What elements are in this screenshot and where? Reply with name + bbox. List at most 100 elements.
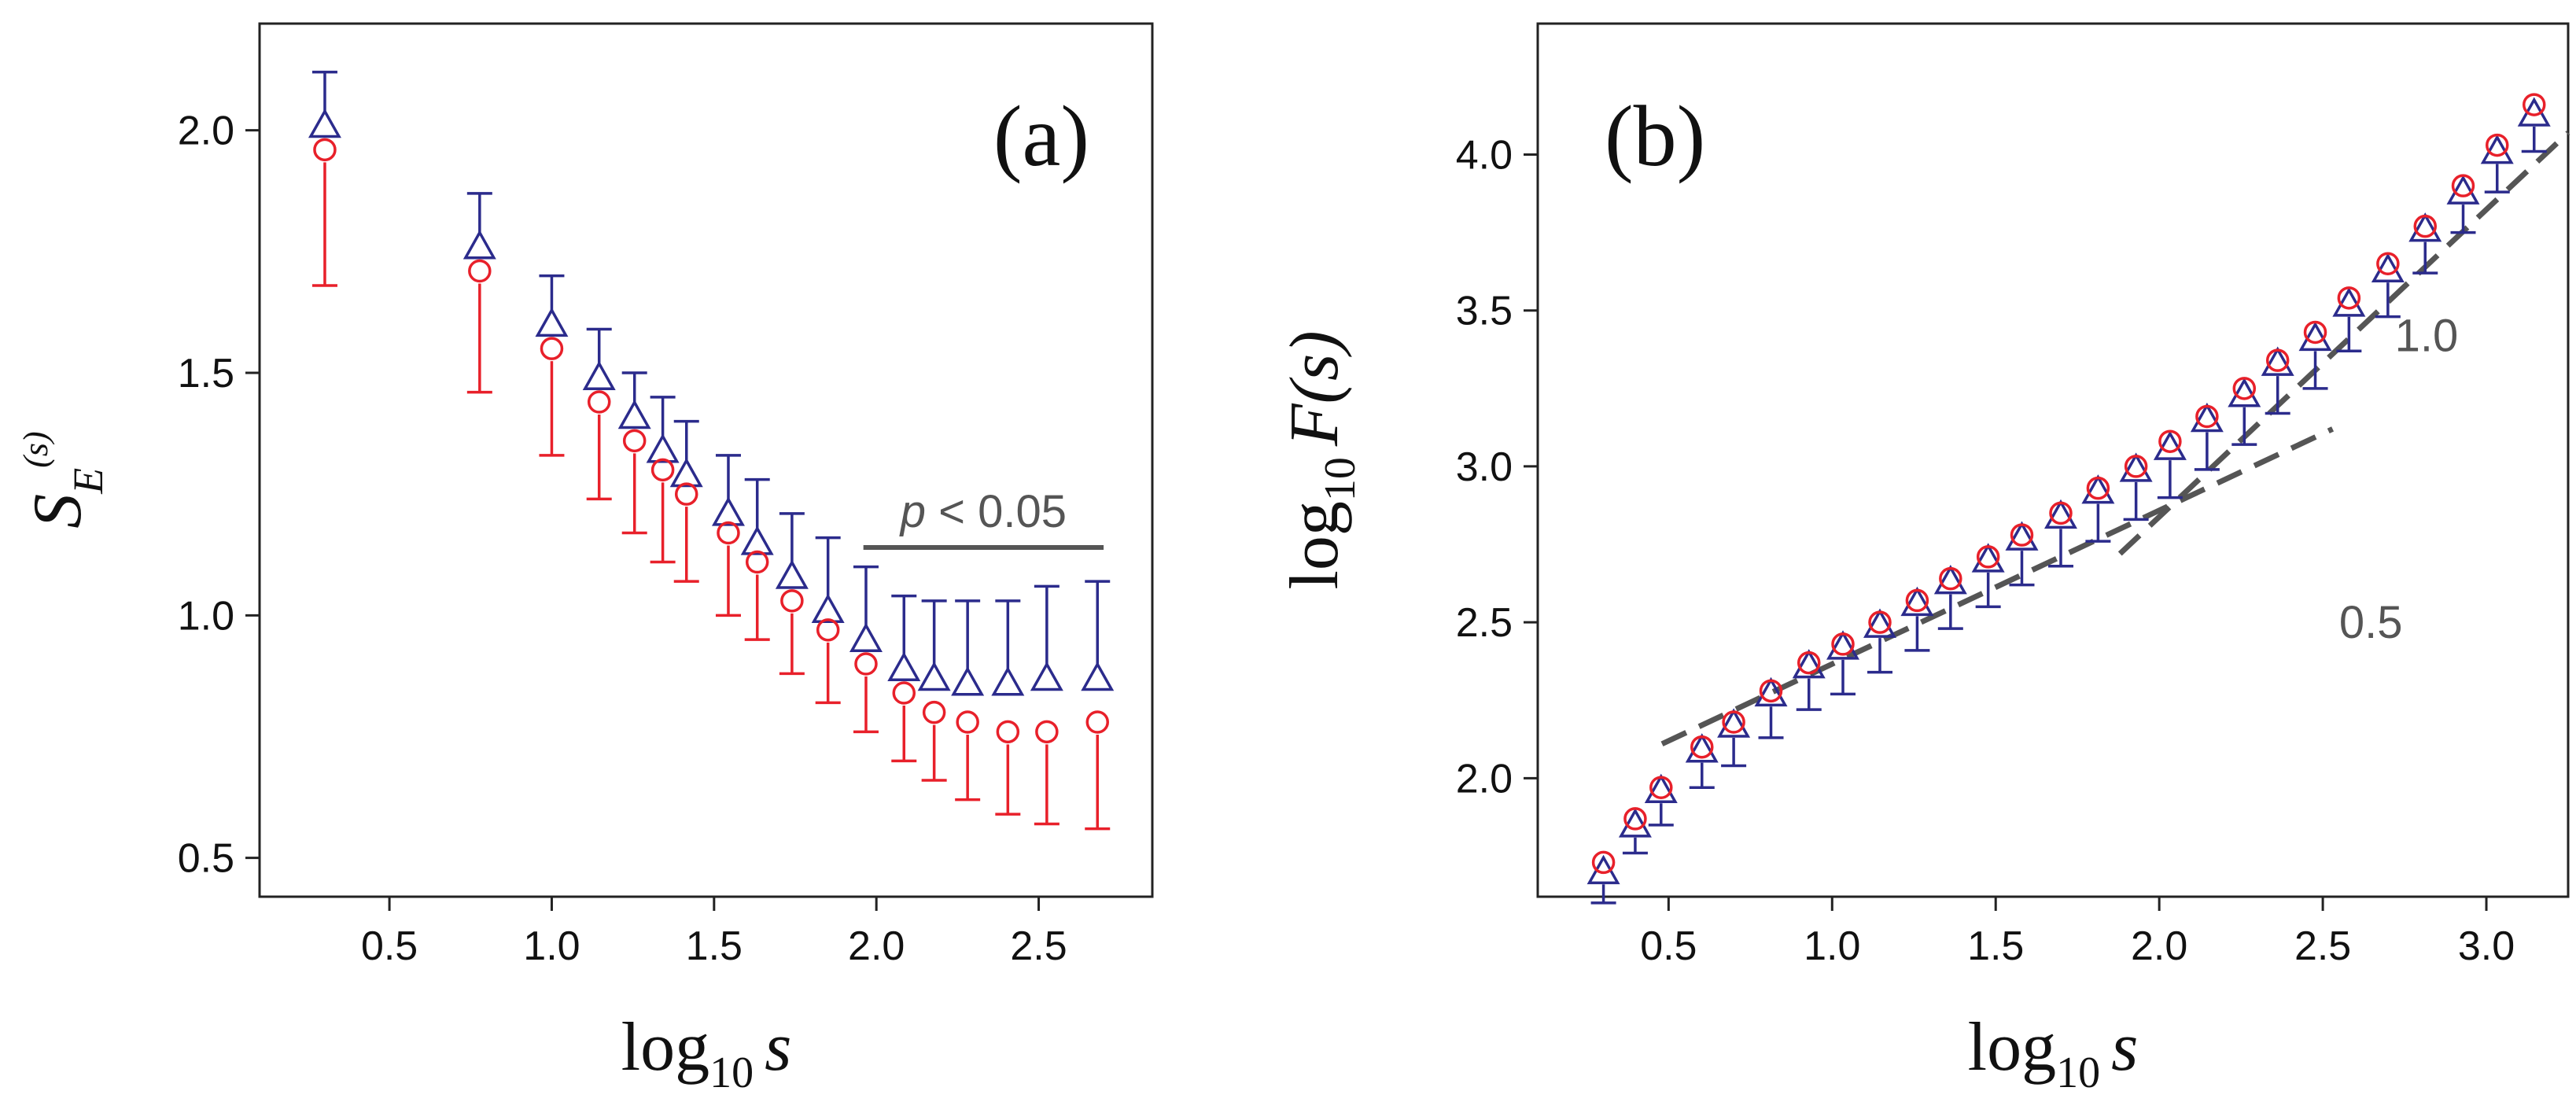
panel-a-triangle-point bbox=[740, 525, 774, 555]
panel-a: 0.5 1.0 1.5 2.0 2.5 0.5 1.0 1.5 2.0 p < 0.05 (a)… bbox=[17, 22, 1154, 1097]
panel-b-circle-point bbox=[2265, 348, 2290, 372]
panel-a-triangle-point bbox=[463, 230, 496, 260]
significance-label-p: p bbox=[899, 486, 926, 537]
panel-b-y-tick-label: 3.0 bbox=[1456, 444, 1513, 490]
panel-a-circle-point bbox=[1035, 720, 1059, 744]
panel-b-triangle-point bbox=[2190, 402, 2224, 433]
panel-b-circle-point bbox=[2086, 476, 2110, 500]
panel-b-circle-point bbox=[1797, 651, 1821, 675]
panel-b-circle-point bbox=[2195, 404, 2219, 429]
panel-b-circle-point bbox=[1722, 710, 1745, 734]
panel-b-triangle-point bbox=[1644, 773, 1678, 804]
panel-b-x-axis-label: log10 s bbox=[1968, 1009, 2139, 1097]
panel-a-annotation: p < 0.05 bbox=[863, 486, 1104, 550]
panel-a-y-tick-label: 1.0 bbox=[178, 593, 234, 639]
panel-a-circle-point bbox=[745, 550, 769, 574]
panel-b-triangle-point bbox=[2480, 134, 2514, 164]
panel-b-triangle-point bbox=[2408, 212, 2442, 242]
panel-a-circle-point bbox=[587, 390, 611, 414]
panel-b-triangle-point bbox=[1826, 630, 1859, 660]
panel-a-x-tick-label: 1.5 bbox=[686, 923, 743, 969]
panel-a-series bbox=[308, 70, 1115, 831]
panel-b-triangle-point bbox=[1900, 586, 1934, 617]
panel-a-x-axis-label: log10 s bbox=[621, 1009, 792, 1097]
panel-a-triangle-point bbox=[1030, 661, 1063, 691]
significance-label: p < 0.05 bbox=[899, 486, 1067, 537]
panel-a-triangle-point bbox=[775, 559, 809, 589]
panel-b-circle-point bbox=[2376, 252, 2400, 275]
panel-b-circle-point bbox=[1649, 776, 1673, 799]
panel-a-circle-point bbox=[674, 482, 698, 506]
panel-a-label: (a) bbox=[993, 88, 1089, 184]
panel-b-circle-point bbox=[1905, 588, 1929, 613]
panel-a-triangle-point bbox=[811, 593, 845, 623]
panel-b-triangle-point bbox=[1863, 608, 1896, 638]
panel-b-y-axis-label: log10F(s) bbox=[1277, 330, 1365, 589]
panel-b-circle-point bbox=[2486, 133, 2509, 157]
panel-a-triangle-point bbox=[669, 457, 703, 488]
panel-a-circle-point bbox=[313, 138, 337, 162]
panel-b-circle-point bbox=[2337, 286, 2361, 310]
panel-a-x-tick-label: 2.5 bbox=[1010, 923, 1067, 969]
panel-b-reference-line-label: 1.0 bbox=[2395, 310, 2459, 361]
panel-a-circle-point bbox=[922, 700, 946, 724]
panel-b-triangle-point bbox=[2005, 521, 2039, 551]
panel-a-triangle-point bbox=[308, 108, 341, 138]
panel-b-triangle-point bbox=[2446, 175, 2480, 205]
panel-b-triangle-point bbox=[2043, 499, 2077, 529]
panel-a-y-axis-label: SE(s) bbox=[17, 431, 112, 528]
panel-a-triangle-point bbox=[951, 666, 985, 696]
panel-a-circle-point bbox=[540, 337, 564, 360]
panel-a-circle-point bbox=[1085, 710, 1109, 734]
panel-b-circle-point bbox=[1690, 735, 1714, 759]
panel-a-circle-point bbox=[956, 710, 979, 734]
panel-b-circle-point bbox=[1623, 807, 1647, 831]
panel-b-reference-line bbox=[2117, 131, 2570, 556]
panel-b-x-tick-label: 0.5 bbox=[1640, 923, 1697, 969]
panel-a-triangle-point bbox=[887, 651, 921, 681]
panel-a-y-tick-label: 0.5 bbox=[178, 836, 234, 882]
panel-b-circle-point bbox=[1831, 632, 1855, 656]
panel-b-x-tick-label: 2.5 bbox=[2294, 923, 2351, 969]
panel-a-x-tick-label: 0.5 bbox=[361, 923, 418, 969]
panel-a-circle-point bbox=[780, 589, 804, 613]
panel-a-circle-point bbox=[854, 652, 878, 676]
panel-b-triangle-point bbox=[2153, 430, 2187, 460]
panel-b-ticks: 0.5 1.0 1.5 2.0 2.5 3.0 2.0 2.5 3.0 3.5 4.0 bbox=[1456, 133, 2515, 970]
panel-b-frame bbox=[1536, 22, 2570, 898]
panel-b-circle-point bbox=[1591, 850, 1616, 875]
panel-a-y-tick-label: 2.0 bbox=[178, 109, 234, 154]
panel-a-circle-point bbox=[650, 458, 675, 482]
panel-b-circle-point bbox=[2451, 174, 2475, 197]
panel-b-triangle-point bbox=[1618, 808, 1652, 838]
panel-a-circle-point bbox=[816, 618, 840, 642]
panel-a-frame bbox=[258, 22, 1154, 898]
panel-b-circle-point bbox=[2232, 377, 2257, 400]
panel-a-x-tick-label: 2.0 bbox=[848, 923, 905, 969]
panel-b-circle-point bbox=[2522, 93, 2546, 116]
panel-a-circle-point bbox=[892, 681, 916, 705]
panel-b-series bbox=[1587, 93, 2551, 905]
panel-b-triangle-point bbox=[2081, 474, 2115, 504]
panel-b-circle-point bbox=[2010, 523, 2034, 547]
panel-b-circle-point bbox=[2158, 429, 2182, 453]
panel-a-circle-point bbox=[622, 429, 647, 453]
panel-a-circle-point bbox=[468, 259, 492, 283]
panel-b-reference-lines: 0.5 1.0 bbox=[1660, 131, 2570, 746]
panel-b-x-tick-label: 3.0 bbox=[2458, 923, 2515, 969]
panel-b-circle-point bbox=[1939, 566, 1962, 591]
panel-a-x-tick-label: 1.0 bbox=[523, 923, 580, 969]
panel-b-triangle-point bbox=[2332, 287, 2366, 317]
panel-a-triangle-point bbox=[991, 666, 1025, 696]
panel-a-triangle-point bbox=[535, 307, 569, 337]
panel-b: 0.5 1.0 1.5 2.0 2.5 3.0 2.0 2.5 3.0 3.5 4.0 0.5 1.0… bbox=[1277, 22, 2570, 1097]
panel-b-circle-point bbox=[2303, 320, 2327, 345]
panel-b-circle-point bbox=[1868, 610, 1892, 634]
panel-b-y-tick-label: 2.0 bbox=[1456, 756, 1513, 802]
significance-label-rest: < 0.05 bbox=[926, 486, 1067, 537]
panel-a-triangle-point bbox=[646, 433, 680, 463]
panel-b-triangle-point bbox=[1685, 733, 1719, 763]
panel-a-y-tick-label: 1.5 bbox=[178, 351, 234, 396]
panel-a-triangle-point bbox=[582, 360, 616, 390]
panel-b-circle-point bbox=[2124, 455, 2148, 478]
